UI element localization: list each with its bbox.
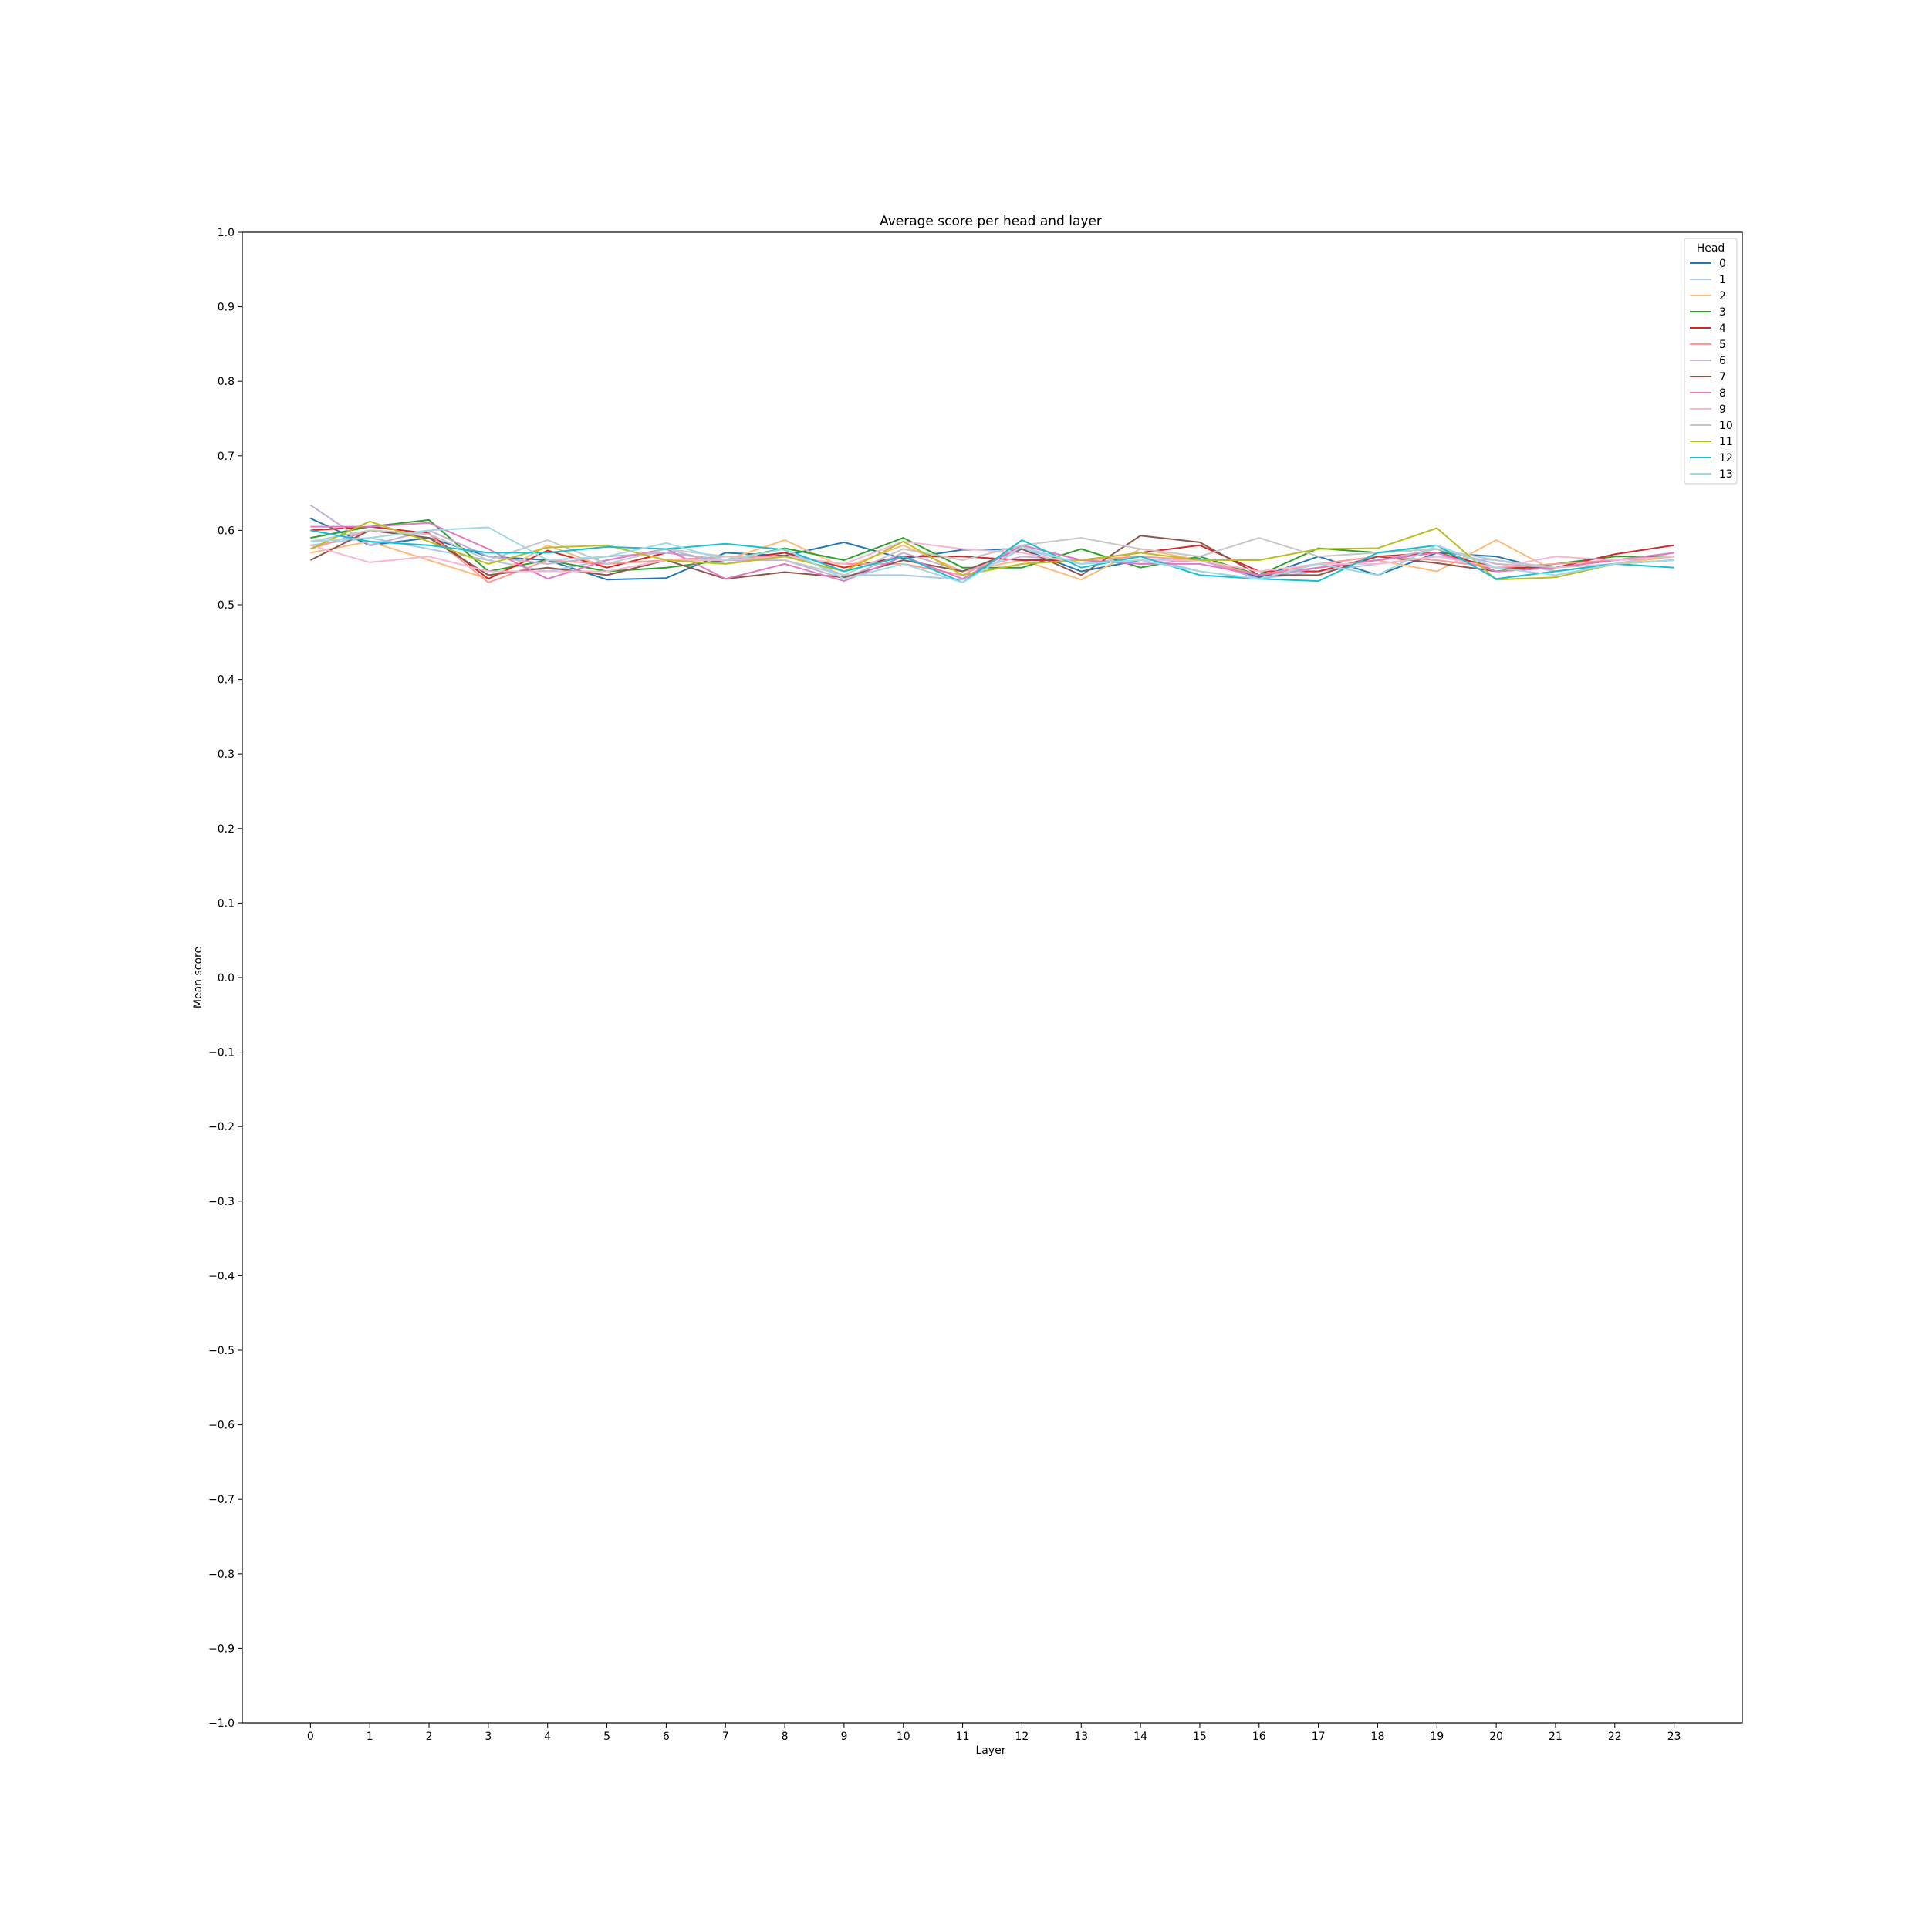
legend-label: 8 (1719, 387, 1726, 400)
x-tick-label: 14 (1133, 1731, 1147, 1743)
x-tick-label: 2 (426, 1731, 433, 1743)
x-tick-label: 22 (1608, 1731, 1622, 1743)
legend-label: 2 (1719, 290, 1726, 302)
x-axis-label: Layer (975, 1745, 1005, 1757)
x-axis-ticks: 0 1 2 3 4 5 6 7 8 9 10 11 12 13 14 15 16 17 18 19 20 21 22 23 (307, 1723, 1681, 1743)
plot-lines (309, 504, 1674, 583)
x-tick-label: 7 (722, 1731, 729, 1743)
x-tick-label: 18 (1371, 1731, 1385, 1743)
series-line-head-12 (310, 529, 1674, 583)
x-tick-label: 13 (1074, 1731, 1088, 1743)
y-tick-label: −0.6 (208, 1420, 235, 1432)
y-tick-label: 0.4 (218, 674, 235, 687)
legend-label: 5 (1719, 339, 1726, 351)
legend-label: 4 (1719, 323, 1726, 335)
series-line-head-0 (309, 517, 1674, 581)
y-axis-label: Mean score (192, 947, 204, 1008)
y-tick-label: −0.3 (208, 1196, 235, 1208)
x-tick-label: 1 (367, 1731, 373, 1743)
x-tick-label: 10 (897, 1731, 910, 1743)
y-tick-label: −0.4 (208, 1270, 235, 1282)
y-tick-label: 1.0 (218, 227, 235, 239)
x-tick-label: 4 (544, 1731, 551, 1743)
y-tick-label: 0.5 (218, 600, 235, 612)
y-tick-label: −0.1 (208, 1047, 235, 1059)
x-tick-label: 20 (1489, 1731, 1503, 1743)
x-tick-label: 19 (1430, 1731, 1444, 1743)
x-tick-label: 16 (1252, 1731, 1266, 1743)
chart-title: Average score per head and layer (880, 214, 1102, 229)
y-tick-label: 0.1 (218, 897, 235, 910)
series-line-head-13 (310, 526, 1674, 583)
y-tick-label: −0.2 (208, 1121, 235, 1133)
plot-frame (242, 231, 1743, 1724)
legend-label: 10 (1719, 420, 1733, 432)
x-tick-label: 9 (840, 1731, 847, 1743)
y-tick-label: 0.3 (218, 748, 235, 761)
legend-label: 1 (1719, 274, 1726, 286)
series-line-head-11 (309, 520, 1674, 581)
legend-title: Head (1697, 242, 1725, 255)
legend-label: 3 (1719, 306, 1726, 319)
x-tick-label: 12 (1015, 1731, 1029, 1743)
legend-label: 6 (1719, 355, 1726, 367)
y-axis-ticks: −1.0 −0.9 −0.8 −0.7 −0.6 −0.5 −0.4 −0.3 −0.2 −0.1… (208, 227, 242, 1730)
y-tick-label: −0.8 (208, 1569, 235, 1581)
legend-label: 9 (1719, 404, 1726, 416)
y-tick-label: 0.9 (218, 302, 235, 314)
x-tick-label: 21 (1549, 1731, 1562, 1743)
series-line-head-9 (310, 540, 1674, 573)
x-tick-label: 0 (307, 1731, 314, 1743)
y-tick-label: −1.0 (208, 1718, 235, 1730)
x-tick-label: 17 (1312, 1731, 1326, 1743)
series-line-head-7 (309, 529, 1674, 580)
y-tick-label: 0.0 (218, 972, 235, 985)
legend-label: 13 (1719, 468, 1733, 481)
y-tick-label: 0.8 (218, 376, 235, 388)
y-tick-label: 0.6 (218, 525, 235, 537)
y-tick-label: −0.7 (208, 1494, 235, 1506)
y-tick-label: 0.2 (218, 823, 235, 836)
legend-label: 7 (1719, 371, 1726, 383)
y-tick-label: −0.9 (208, 1643, 235, 1655)
x-tick-label: 5 (603, 1731, 610, 1743)
x-tick-label: 11 (956, 1731, 970, 1743)
legend-label: 11 (1719, 436, 1733, 448)
x-tick-label: 8 (782, 1731, 789, 1743)
x-tick-label: 3 (485, 1731, 492, 1743)
legend-label: 12 (1719, 452, 1733, 464)
legend-label: 0 (1719, 258, 1726, 270)
x-tick-label: 6 (663, 1731, 670, 1743)
x-tick-label: 23 (1667, 1731, 1681, 1743)
y-tick-label: 0.7 (218, 451, 235, 463)
x-tick-label: 15 (1193, 1731, 1207, 1743)
y-tick-label: −0.5 (208, 1345, 235, 1357)
